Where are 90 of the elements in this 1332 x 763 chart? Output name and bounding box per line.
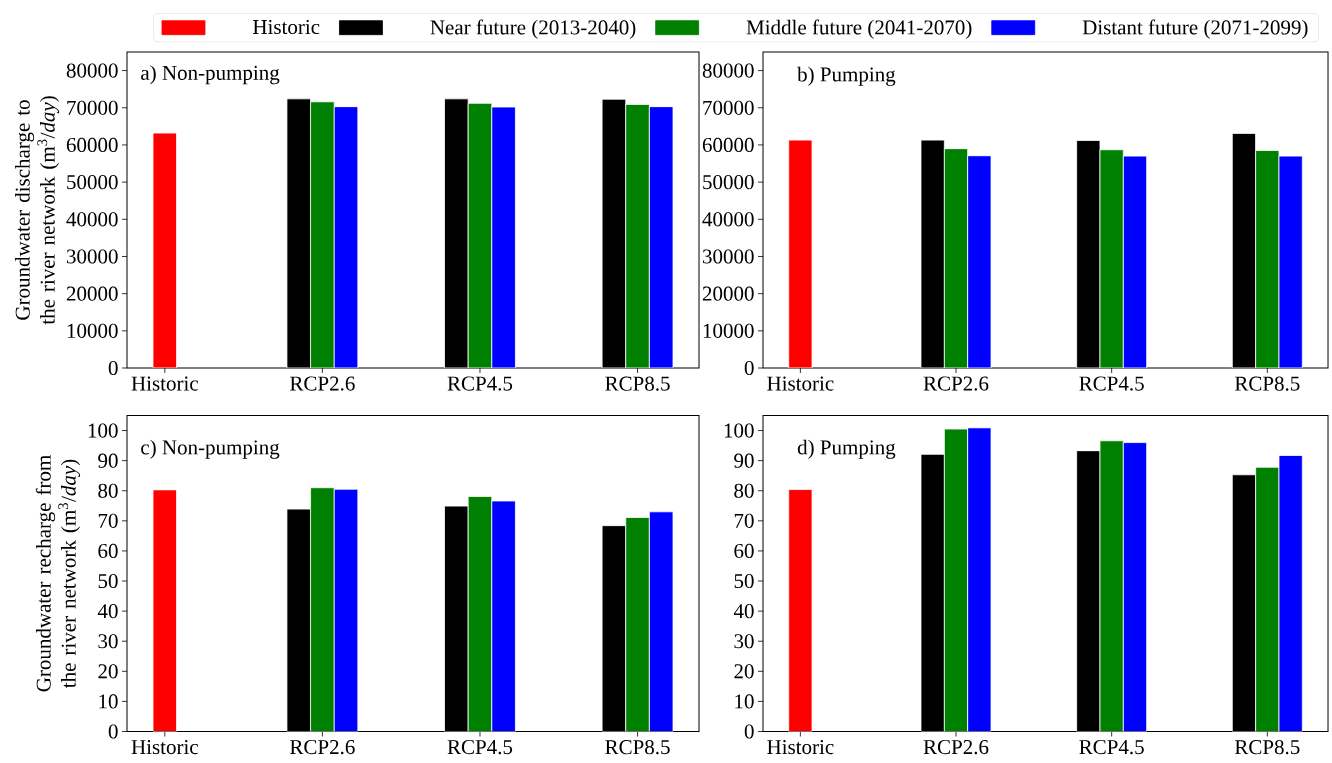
y-tick-label: 70000 xyxy=(67,100,118,115)
y-tick-label: 30000 xyxy=(702,249,754,264)
x-tick-label: RCP4.5 xyxy=(1079,740,1144,755)
y-tick-label: 30 xyxy=(98,634,118,649)
bar xyxy=(286,508,311,732)
bar xyxy=(467,102,493,368)
bar xyxy=(625,104,650,368)
y-tick-label: 60000 xyxy=(66,137,118,153)
y-tick-label: 20 xyxy=(734,664,754,679)
y-tick-label: 20000 xyxy=(702,286,754,301)
text: a) Non-pumping xyxy=(141,65,280,85)
y-tick-label: 10 xyxy=(99,694,118,709)
bar xyxy=(333,106,359,368)
legend-label: Historic xyxy=(253,19,320,35)
bar xyxy=(467,496,493,732)
bar xyxy=(1076,450,1101,732)
x-tick-label: RCP4.5 xyxy=(447,740,513,755)
y-tick-label: 0 xyxy=(108,360,118,376)
text: b) Pumping xyxy=(797,66,896,86)
y-tick-label: 0 xyxy=(744,360,754,376)
y-tick-label: 50000 xyxy=(703,175,754,190)
bar xyxy=(920,453,945,732)
y-tick-label: 10 xyxy=(735,694,754,709)
bar xyxy=(788,489,813,732)
y-tick-label: 10000 xyxy=(67,323,118,338)
y-tick-label: 80000 xyxy=(702,63,754,78)
y-tick-label: 20 xyxy=(98,664,118,679)
y-tick-label: 40000 xyxy=(702,212,754,227)
y-tick-label: 50 xyxy=(98,573,118,589)
y-tick-label: 90 xyxy=(98,453,118,468)
x-tick-label: RCP2.6 xyxy=(923,740,989,755)
x-tick-label: RCP2.6 xyxy=(923,376,989,391)
text: c) Non-pumping xyxy=(141,439,280,459)
y-tick-label: 30 xyxy=(734,634,754,649)
y-tick-label: 0 xyxy=(744,724,754,739)
bar xyxy=(1122,442,1148,732)
y-tick-label: 70 xyxy=(734,513,754,528)
x-tick-label: RCP8.5 xyxy=(1234,740,1300,755)
y-tick-label: 100 xyxy=(88,423,118,438)
bar xyxy=(444,505,469,732)
bar xyxy=(648,106,674,368)
y-tick-label: 50 xyxy=(734,573,754,589)
text: d) Pumping xyxy=(797,439,896,459)
x-tick-label: RCP8.5 xyxy=(605,740,670,755)
bar xyxy=(1099,149,1124,368)
x-tick-label: Historic xyxy=(131,740,198,755)
x-tick-label: Historic xyxy=(767,740,834,755)
y-tick-label: 80 xyxy=(734,483,754,498)
y-tick-label: 70000 xyxy=(703,100,754,115)
bar xyxy=(601,525,627,732)
bar xyxy=(967,155,992,368)
x-tick-label: RCP2.6 xyxy=(290,740,355,755)
y-tick-label: 70 xyxy=(98,513,118,528)
bar xyxy=(1122,155,1148,368)
bar xyxy=(625,517,650,732)
bar xyxy=(1278,155,1303,368)
x-tick-label: RCP8.5 xyxy=(605,376,670,391)
bar xyxy=(310,487,335,732)
y-tick-label: 90 xyxy=(734,453,754,468)
y-tick-label: 100 xyxy=(724,423,754,438)
x-tick-label: Historic xyxy=(767,376,834,391)
y-tick-label: 40 xyxy=(733,604,754,619)
x-tick-label: RCP2.6 xyxy=(290,376,355,391)
x-tick-label: RCP8.5 xyxy=(1234,376,1300,391)
bar xyxy=(491,106,516,368)
y-tick-label: 40 xyxy=(97,604,118,619)
legend-label: Near future (2013-2040) xyxy=(430,19,636,39)
bar xyxy=(788,139,813,368)
bar xyxy=(967,427,992,732)
x-tick-label: RCP4.5 xyxy=(447,376,513,391)
legend-label: Middle future (2041-2070) xyxy=(746,19,972,39)
bar xyxy=(1278,455,1303,732)
bar xyxy=(1255,150,1280,368)
y-tick-label: 30000 xyxy=(66,249,118,264)
legend-label: Distant future (2071-2099) xyxy=(1082,19,1308,39)
x-tick-label: RCP4.5 xyxy=(1079,376,1144,391)
y-tick-label: 80000 xyxy=(66,63,118,78)
y-tick-label: 0 xyxy=(108,724,118,739)
y-tick-label: 60 xyxy=(734,543,754,559)
y-tick-label: 60000 xyxy=(702,137,754,153)
bar xyxy=(1231,474,1257,732)
bar xyxy=(310,101,335,368)
x-tick-label: Historic xyxy=(131,376,198,391)
y-tick-label: 10000 xyxy=(703,323,754,338)
bar xyxy=(943,148,969,368)
y-tick-label: 20000 xyxy=(66,286,118,301)
y-tick-label: 50000 xyxy=(67,175,118,190)
y-tick-label: 40000 xyxy=(66,212,118,227)
y-tick-label: 80 xyxy=(98,483,118,498)
y-tick-label: 60 xyxy=(98,543,118,559)
